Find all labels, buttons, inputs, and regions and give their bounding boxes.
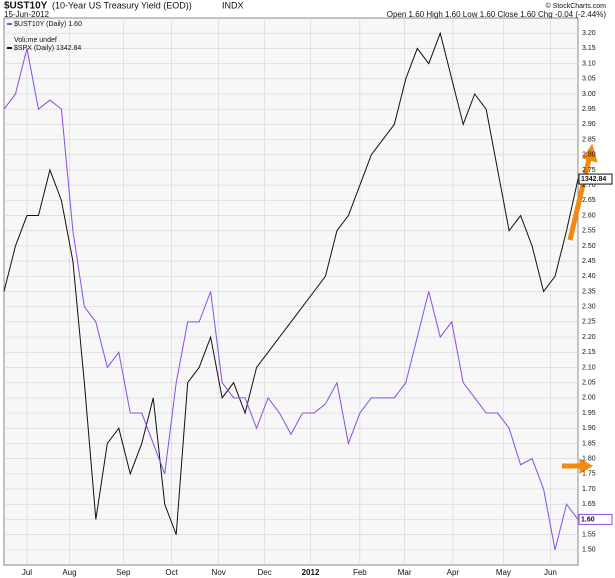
y-tick-label: 1.90 xyxy=(582,425,596,432)
date: 15-Jun-2012 xyxy=(4,10,49,19)
y-tick-label: 2.80 xyxy=(582,152,596,159)
x-tick-label: Mar xyxy=(398,568,412,577)
y-tick-label: 1.55 xyxy=(582,531,596,538)
y-tick-label: 1.65 xyxy=(582,501,596,508)
x-tick-label: Aug xyxy=(62,568,76,577)
y-tick-label: 1.70 xyxy=(582,486,596,493)
y-tick-label: 2.50 xyxy=(582,243,596,250)
y-tick-label: 1.95 xyxy=(582,410,596,417)
y-tick-label: 2.55 xyxy=(582,228,596,235)
legend-label: $SPX (Daily) 1342.84 xyxy=(14,45,81,52)
annotation-arrow xyxy=(562,143,598,474)
x-tick-label: Nov xyxy=(212,568,226,577)
y-tick-label: 2.75 xyxy=(582,167,596,174)
x-tick-label: Oct xyxy=(165,568,178,577)
y-tick-label: 2.90 xyxy=(582,121,596,128)
last-value-label: 1.60 xyxy=(581,516,595,523)
y-tick-label: 3.05 xyxy=(582,76,596,83)
y-tick-label: 3.10 xyxy=(582,60,596,67)
y-tick-label: 2.15 xyxy=(582,349,596,356)
last-value-box xyxy=(578,513,613,525)
y-tick-label: 2.10 xyxy=(582,364,596,371)
y-tick-label: 2.65 xyxy=(582,197,596,204)
last-value-label: 1342.84 xyxy=(581,176,606,183)
series-line xyxy=(3,31,579,535)
legend-volume: Volume undef xyxy=(14,37,57,44)
x-tick-label: Feb xyxy=(353,568,367,577)
x-tick-label: May xyxy=(496,568,511,577)
y-tick-label: 2.85 xyxy=(582,136,596,143)
series-line xyxy=(3,48,579,550)
last-value-box xyxy=(578,173,613,185)
y-tick-label: 2.45 xyxy=(582,258,596,265)
y-tick-label: 2.00 xyxy=(582,395,596,402)
y-tick-label: 2.30 xyxy=(582,304,596,311)
x-tick-label: Dec xyxy=(257,568,271,577)
y-tick-label: 1.75 xyxy=(582,471,596,478)
y-tick-label: 3.15 xyxy=(582,45,596,52)
x-tick-label: Apr xyxy=(447,568,460,577)
y-tick-label: 1.80 xyxy=(582,455,596,462)
x-tick-label: Jun xyxy=(544,568,557,577)
legend-label: $UST10Y (Daily) 1.60 xyxy=(14,21,82,28)
x-tick-label: Sep xyxy=(116,568,131,577)
chart-title: $UST10Y xyxy=(4,1,48,12)
y-tick-label: 2.25 xyxy=(582,319,596,326)
y-tick-label: 2.70 xyxy=(582,182,596,189)
x-tick-label: Jul xyxy=(22,568,32,577)
y-tick-label: 2.60 xyxy=(582,212,596,219)
y-tick-label: 2.95 xyxy=(582,106,596,113)
y-tick-label: 1.85 xyxy=(582,440,596,447)
y-tick-label: 1.50 xyxy=(582,547,596,554)
y-tick-label: 2.35 xyxy=(582,288,596,295)
y-tick-label: 2.40 xyxy=(582,273,596,280)
exchange: INDX xyxy=(222,0,244,10)
chart-subtitle: (10-Year US Treasury Yield (EOD)) xyxy=(52,0,192,10)
x-tick-label: 2012 xyxy=(302,568,320,577)
credit: © StockCharts.com xyxy=(546,2,607,10)
y-tick-label: 2.05 xyxy=(582,380,596,387)
y-tick-label: 2.20 xyxy=(582,334,596,341)
y-tick-label: 3.20 xyxy=(582,30,596,37)
quote: Open 1.60 High 1.60 Low 1.60 Close 1.60 … xyxy=(387,10,607,19)
y-tick-label: 3.00 xyxy=(582,91,596,98)
